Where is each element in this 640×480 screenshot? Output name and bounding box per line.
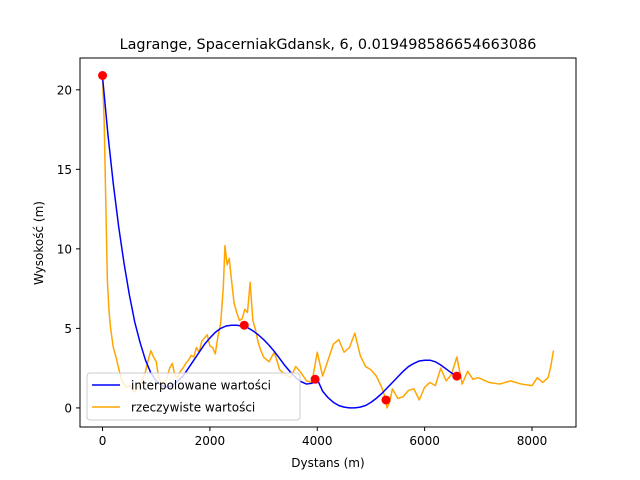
x-axis: 0 2000 4000 6000 8000 (99, 427, 548, 448)
x-tick-label: 6000 (409, 434, 440, 448)
series-line-1 (101, 77, 555, 409)
chart-title: Lagrange, SpacerniakGdansk, 6, 0.0194985… (120, 37, 537, 53)
y-tick-label: 15 (57, 163, 72, 177)
legend: interpolowane wartości rzeczywiste wartoś… (86, 372, 301, 421)
y-tick-label: 10 (57, 242, 72, 256)
y-axis-label: Wysokość (m) (32, 201, 46, 285)
axes-frame (79, 57, 577, 428)
data-point (452, 371, 462, 381)
x-tick-label: 8000 (517, 434, 548, 448)
y-axis: 0 5 10 15 20 (57, 83, 80, 415)
y-tick-label: 20 (57, 83, 72, 97)
y-tick-label: 5 (64, 322, 72, 336)
legend-label: rzeczywiste wartości (131, 401, 255, 415)
data-point (98, 70, 108, 80)
data-point (381, 395, 391, 405)
data-point (310, 374, 320, 384)
data-point (239, 320, 249, 330)
x-axis-label: Dystans (m) (291, 456, 364, 470)
legend-label: interpolowane wartości (131, 379, 271, 393)
x-tick-label: 0 (99, 434, 107, 448)
legend-box (86, 372, 301, 421)
x-tick-label: 4000 (302, 434, 333, 448)
x-tick-label: 2000 (195, 434, 226, 448)
y-tick-label: 0 (64, 401, 72, 415)
